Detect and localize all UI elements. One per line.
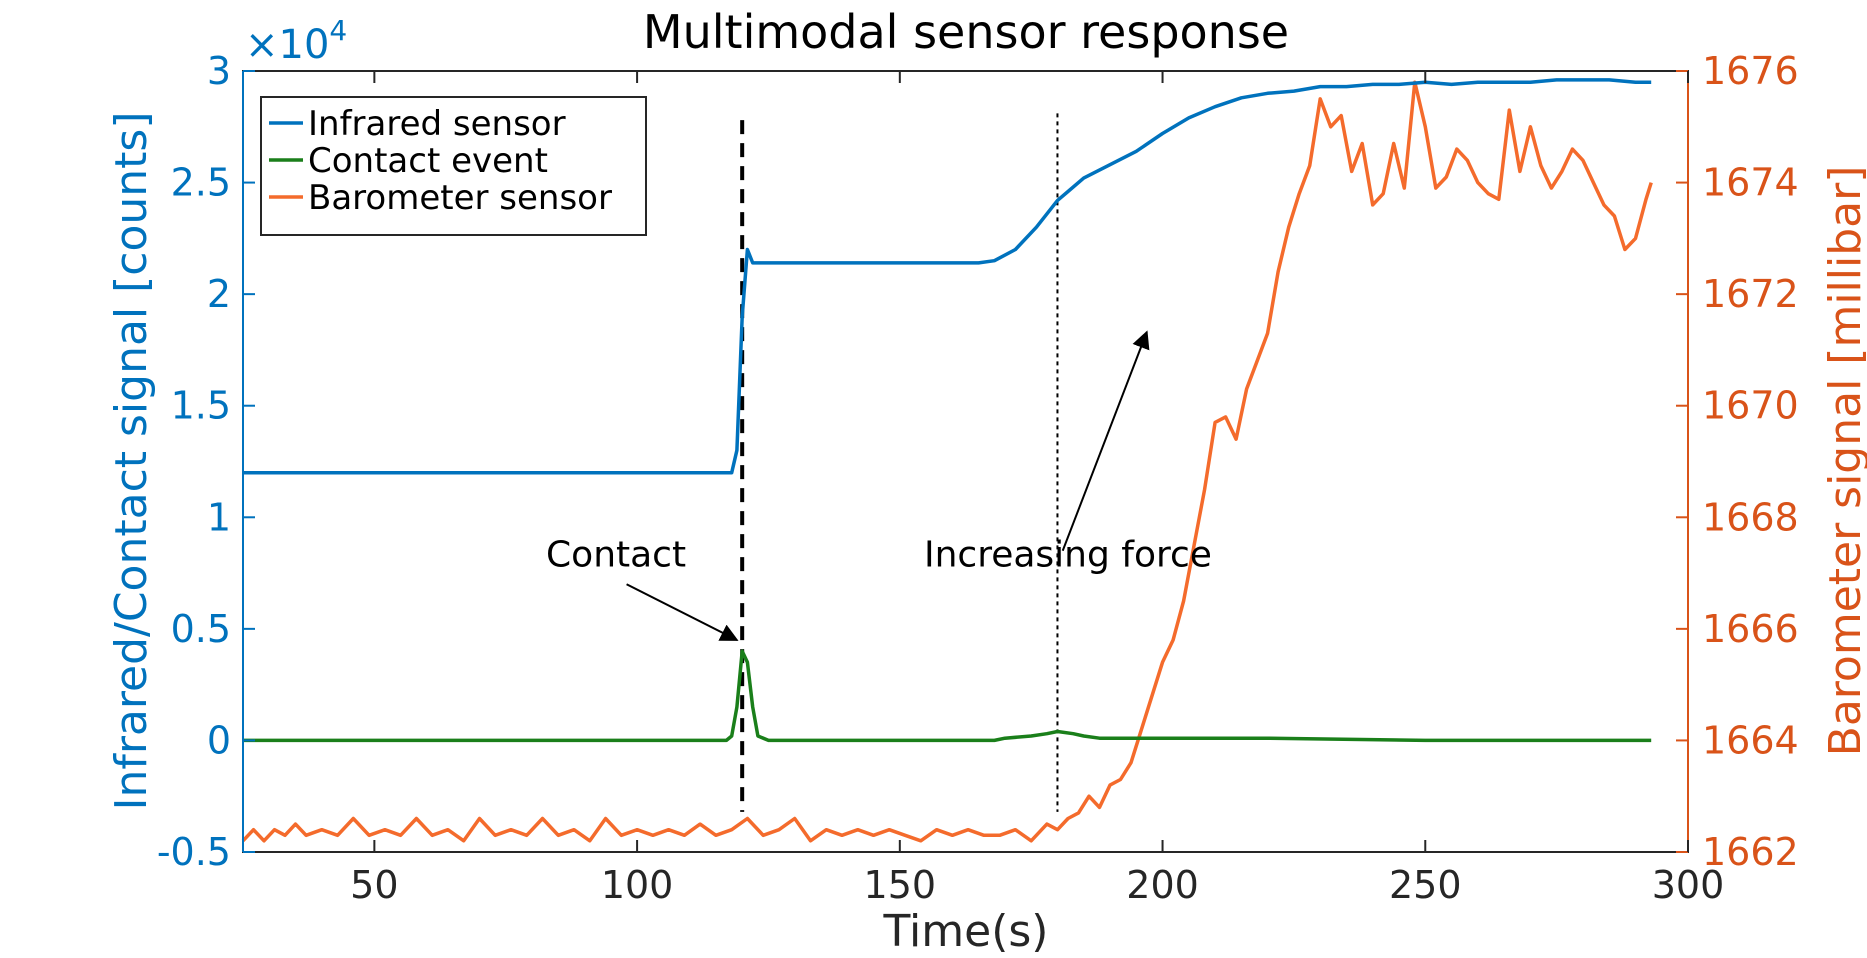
x-tick-label: 100 bbox=[601, 863, 674, 907]
y-left-tick-label: 2 bbox=[207, 272, 231, 316]
y-left-tick-label: -0.5 bbox=[157, 830, 231, 874]
y-axis-left-title: Infrared/Contact signal [counts] bbox=[106, 111, 157, 810]
contact-event-line bbox=[243, 649, 1652, 743]
annotation-arrow-increasing-force bbox=[1061, 330, 1150, 552]
y-left-tick-label: 1.5 bbox=[171, 384, 231, 428]
legend-label-infrared-sensor: Infrared sensor bbox=[308, 104, 566, 144]
annotation-arrow-contact bbox=[626, 583, 739, 641]
right-axis: 1662 1664 1666 1668 1670 1672 1674 1676 bbox=[1676, 49, 1799, 874]
y-left-tick-label: 0 bbox=[207, 718, 231, 762]
y-right-tick-label: 1668 bbox=[1702, 495, 1799, 539]
annotation-increasing-force: Increasing force bbox=[924, 534, 1212, 575]
legend-box bbox=[260, 96, 647, 236]
left-axis-multiplier: ×104 bbox=[245, 14, 347, 68]
annotations: Contact Increasing force bbox=[546, 330, 1212, 641]
y-right-tick-label: 1672 bbox=[1702, 272, 1799, 316]
legend-label-contact-event: Contact event bbox=[308, 141, 548, 181]
y-right-tick-label: 1662 bbox=[1702, 830, 1799, 874]
chart-title: Multimodal sensor response bbox=[643, 5, 1289, 59]
legend-label-barometer-sensor: Barometer sensor bbox=[308, 178, 612, 218]
x-axis-title: Time(s) bbox=[883, 906, 1049, 957]
series-layer bbox=[241, 78, 1653, 843]
x-tick-label: 50 bbox=[350, 863, 398, 907]
x-tick-label: 150 bbox=[864, 863, 937, 907]
y-right-tick-label: 1676 bbox=[1702, 49, 1799, 93]
barometer-sensor-line bbox=[241, 80, 1653, 843]
y-right-tick-label: 1664 bbox=[1702, 718, 1799, 762]
left-axis: -0.5 0 0.5 1 1.5 2 2.5 3 bbox=[157, 49, 255, 874]
x-tick-label: 250 bbox=[1389, 863, 1462, 907]
y-axis-right-title: Barometer signal [millibar] bbox=[1820, 166, 1867, 757]
annotation-contact: Contact bbox=[546, 534, 686, 575]
y-left-tick-label: 3 bbox=[207, 49, 231, 93]
infrared-sensor-line bbox=[243, 78, 1652, 475]
y-right-tick-label: 1674 bbox=[1702, 161, 1799, 205]
x-tick-label: 300 bbox=[1652, 863, 1725, 907]
x-tick-label: 200 bbox=[1126, 863, 1199, 907]
y-left-tick-label: 0.5 bbox=[171, 607, 231, 651]
vertical-markers bbox=[740, 113, 1059, 812]
x-axis: 50 100 150 200 250 300 bbox=[350, 71, 1724, 907]
y-right-tick-label: 1666 bbox=[1702, 607, 1799, 651]
y-left-tick-label: 1 bbox=[207, 495, 231, 539]
y-right-tick-label: 1670 bbox=[1702, 384, 1799, 428]
y-left-tick-label: 2.5 bbox=[171, 161, 231, 205]
